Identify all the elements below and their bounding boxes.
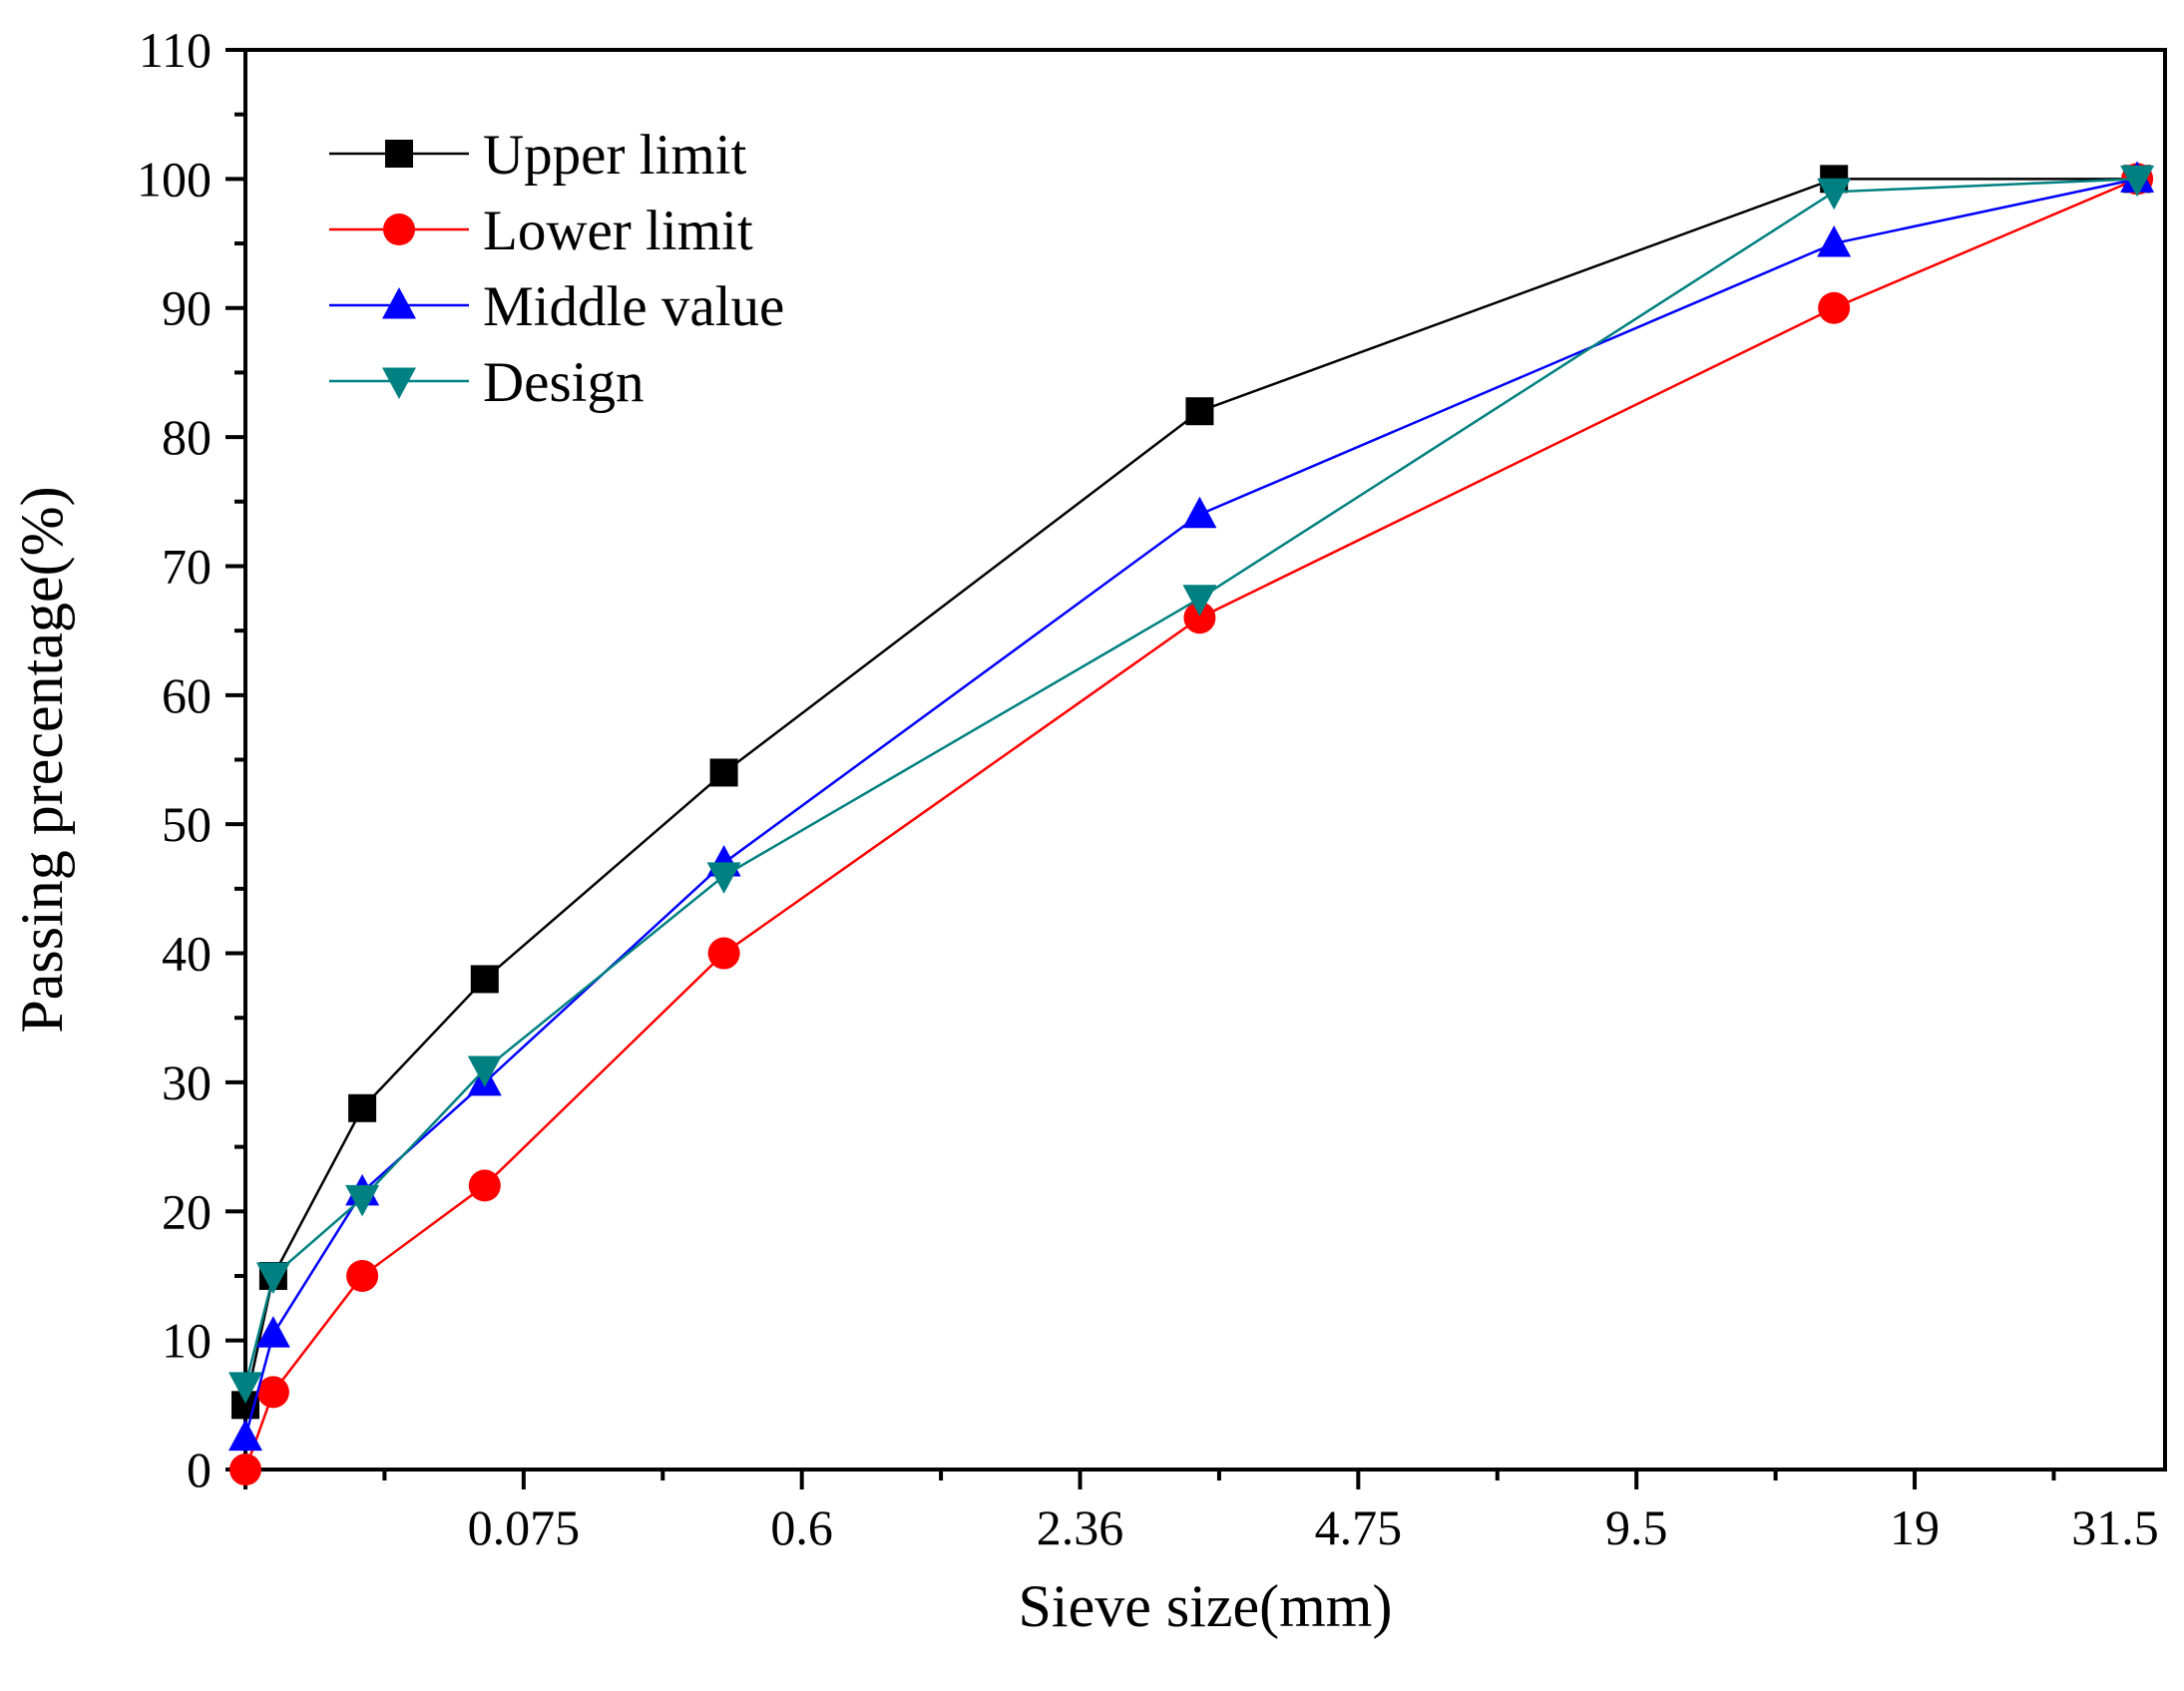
x-tick-label: 0.6 — [770, 1499, 833, 1555]
legend-item: Upper limit — [329, 124, 747, 187]
data-point — [707, 937, 740, 970]
y-tick-label: 90 — [162, 280, 212, 336]
x-tick-label: 31.5 — [2071, 1499, 2159, 1555]
y-tick-label: 10 — [162, 1313, 212, 1369]
plot-frame — [243, 48, 2167, 1472]
data-point — [255, 1316, 290, 1348]
data-point — [467, 1056, 502, 1087]
data-point — [1183, 602, 1216, 634]
y-tick-label: 30 — [162, 1055, 212, 1110]
legend-item: Lower limit — [329, 200, 753, 262]
legend-marker — [385, 140, 413, 168]
x-axis-title: Sieve size(mm) — [1019, 1573, 1393, 1639]
legend-marker — [383, 213, 415, 245]
legend-label: Design — [483, 351, 644, 414]
y-tick-label: 100 — [137, 151, 212, 207]
legend-label: Upper limit — [483, 124, 747, 187]
data-point — [1185, 397, 1214, 426]
data-point — [706, 862, 741, 894]
data-point — [470, 965, 499, 994]
y-tick-label: 110 — [139, 22, 212, 78]
x-tick-label: 2.36 — [1037, 1499, 1124, 1555]
data-point — [1817, 225, 1852, 257]
y-tick-label: 70 — [162, 538, 212, 594]
data-point — [1182, 585, 1217, 617]
series-lower-limit — [229, 163, 2154, 1485]
data-point — [228, 1419, 262, 1452]
data-point — [345, 1184, 380, 1217]
legend-item: Middle value — [329, 275, 784, 338]
x-tick-label: 9.5 — [1605, 1499, 1668, 1555]
data-point — [346, 1259, 379, 1292]
y-tick-label: 50 — [162, 796, 212, 852]
x-tick-label: 19 — [1890, 1499, 1940, 1555]
data-point — [1182, 496, 1217, 529]
y-tick-label: 0 — [187, 1442, 212, 1497]
axes-layer: 0 10 20 30 40 50 60 70 80 90 100 110 0.075 0.6 2.36 4.7… — [137, 22, 2167, 1555]
data-point — [348, 1093, 377, 1122]
legend-marker — [382, 287, 416, 319]
data-point — [1817, 178, 1852, 211]
legend-marker — [382, 367, 416, 399]
data-point — [228, 1372, 262, 1404]
data-point — [709, 758, 738, 787]
data-point — [1818, 291, 1851, 324]
y-tick-label: 40 — [162, 926, 212, 982]
y-tick-label: 60 — [162, 667, 212, 723]
y-tick-label: 80 — [162, 409, 212, 465]
data-point — [2120, 165, 2155, 198]
data-point — [255, 1262, 290, 1294]
series-layer — [228, 161, 2155, 1485]
series-line — [243, 178, 2138, 1406]
x-tick-label: 0.075 — [468, 1499, 581, 1555]
data-point — [256, 1376, 289, 1409]
legend: Upper limit Lower limit Middle value Design — [329, 124, 784, 414]
y-tick-label: 20 — [162, 1183, 212, 1239]
x-tick-label: 4.75 — [1315, 1499, 1403, 1555]
legend-label: Lower limit — [483, 200, 753, 262]
series-line — [243, 178, 2138, 1471]
legend-label: Middle value — [483, 275, 784, 338]
series-design — [228, 165, 2155, 1404]
y-axis-title: Passing precentage(%) — [9, 486, 75, 1033]
legend-item: Design — [329, 351, 644, 414]
data-point — [229, 1454, 261, 1485]
data-point — [468, 1169, 501, 1202]
